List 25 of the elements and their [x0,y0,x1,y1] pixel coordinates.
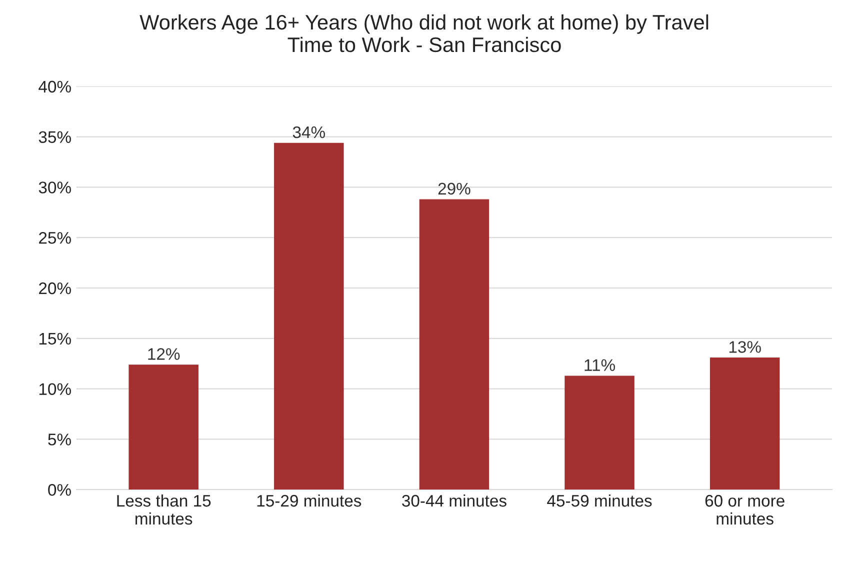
data-label: 11% [584,359,615,371]
y-tick-label: 20% [39,282,71,294]
x-tick-label: Less than 15 minutes [117,494,211,525]
y-tick-label: 25% [39,232,71,244]
x-tick-label: 30-44 minutes [402,494,506,507]
bar [564,376,634,490]
data-label: 12% [148,348,180,360]
y-tick-label: 0% [48,484,71,496]
y-tick-label: 40% [38,80,71,93]
bar [710,358,780,490]
y-tick-label: 15% [39,332,71,345]
x-tick-label: 60 or more minutes [705,494,784,525]
chart-title: Workers Age 16+ Years (Who did not work at home) by Travel Time to Work - San Francisco [140,14,708,52]
bar [274,142,344,490]
data-label: 34% [292,126,325,138]
bar [419,199,490,490]
data-label: 13% [729,341,761,353]
y-tick-label: 30% [38,182,71,194]
bar [128,364,198,490]
data-label: 29% [438,182,470,195]
x-tick-label: 45-59 minutes [547,494,652,507]
y-tick-label: 35% [38,131,71,144]
x-tick-label: 15-29 minutes [257,494,362,507]
y-tick-label: 5% [48,434,71,446]
y-tick-label: 10% [39,383,71,396]
